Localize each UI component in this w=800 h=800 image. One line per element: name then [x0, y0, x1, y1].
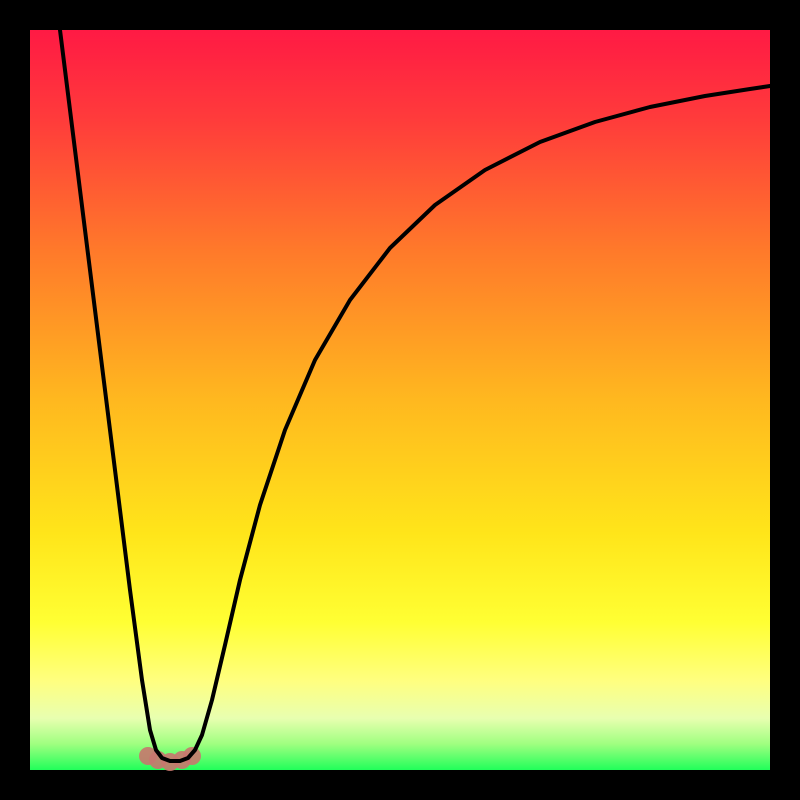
chart-svg: [0, 0, 800, 800]
chart-container: TheBottleneck.com: [0, 0, 800, 800]
